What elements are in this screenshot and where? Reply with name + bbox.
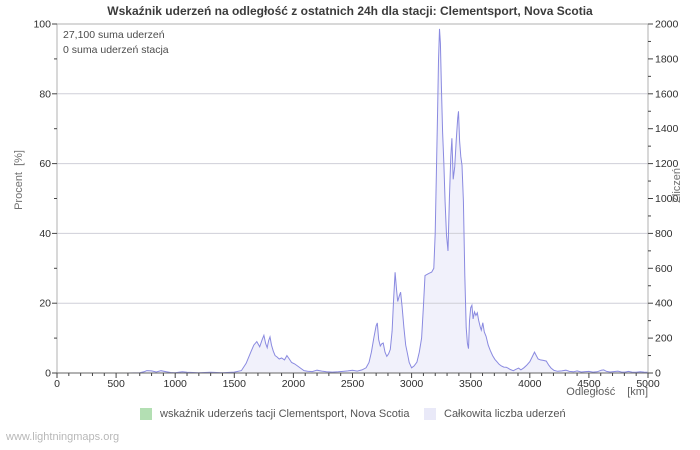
left-tick-label: 0: [45, 368, 51, 380]
right-tick-label: 400: [655, 298, 673, 310]
x-tick-label: 2500: [341, 378, 365, 390]
left-tick-label: 40: [39, 228, 51, 240]
legend-swatch: [424, 408, 436, 420]
chart-title: Wskaźnik uderzeń na odległość z ostatnic…: [107, 4, 593, 18]
x-axis-label: Odległość [km]: [398, 386, 648, 398]
legend-swatch: [140, 408, 152, 420]
x-tick-label: 4500: [577, 378, 601, 390]
area-total-strikes: [57, 28, 648, 374]
legend-item-station-ratio: wskaźnik uderzeńs tacji Clementsport, No…: [140, 408, 409, 420]
right-tick-label: 1600: [655, 88, 679, 100]
left-tick-label: 80: [39, 88, 51, 100]
right-axis-label: Zliczeń: [671, 168, 683, 203]
watermark-url: www.lightningmaps.org: [6, 431, 120, 443]
plot-border: [56, 23, 649, 374]
right-tick-label: 1400: [655, 123, 679, 135]
x-tick-label: 2000: [282, 378, 306, 390]
x-axis-unit: [km]: [627, 386, 648, 398]
left-tick-label: 20: [39, 298, 51, 310]
right-tick-label: 1200: [655, 158, 679, 170]
x-tick-label: 1000: [164, 378, 188, 390]
left-axis-label: Procent [%]: [13, 150, 25, 210]
right-tick-label: 2000: [655, 19, 679, 31]
legend-label: wskaźnik uderzeńs tacji Clementsport, No…: [160, 408, 410, 420]
x-tick-label: 3500: [459, 378, 483, 390]
x-tick-label: 3000: [400, 378, 424, 390]
total-strikes-text: 27,100 suma uderzeń: [63, 29, 165, 41]
x-axis-name: Odległość: [566, 386, 616, 398]
station-strikes-text: 0 suma uderzeń stacja: [63, 44, 169, 56]
left-tick-label: 60: [39, 158, 51, 170]
right-tick-label: 1000: [655, 193, 679, 205]
right-tick-label: 1800: [655, 53, 679, 65]
right-tick-label: 600: [655, 263, 673, 275]
x-tick-label: 4000: [518, 378, 542, 390]
legend-item-total-strikes: Całkowita liczba uderzeń: [424, 408, 566, 420]
right-tick-label: 0: [655, 368, 661, 380]
x-tick-label: 1500: [223, 378, 247, 390]
right-tick-label: 800: [655, 228, 673, 240]
x-tick-label: 0: [54, 378, 60, 390]
right-tick-label: 200: [655, 333, 673, 345]
x-tick-label: 500: [107, 378, 125, 390]
left-tick-label: 100: [33, 19, 51, 31]
series-line-total-strikes: [57, 28, 649, 374]
legend-label: Całkowita liczba uderzeń: [444, 408, 566, 420]
x-tick-label: 5000: [636, 378, 660, 390]
strike-sum-annotation: 27,100 suma uderzeń 0 suma uderzeń stacj…: [63, 28, 169, 58]
